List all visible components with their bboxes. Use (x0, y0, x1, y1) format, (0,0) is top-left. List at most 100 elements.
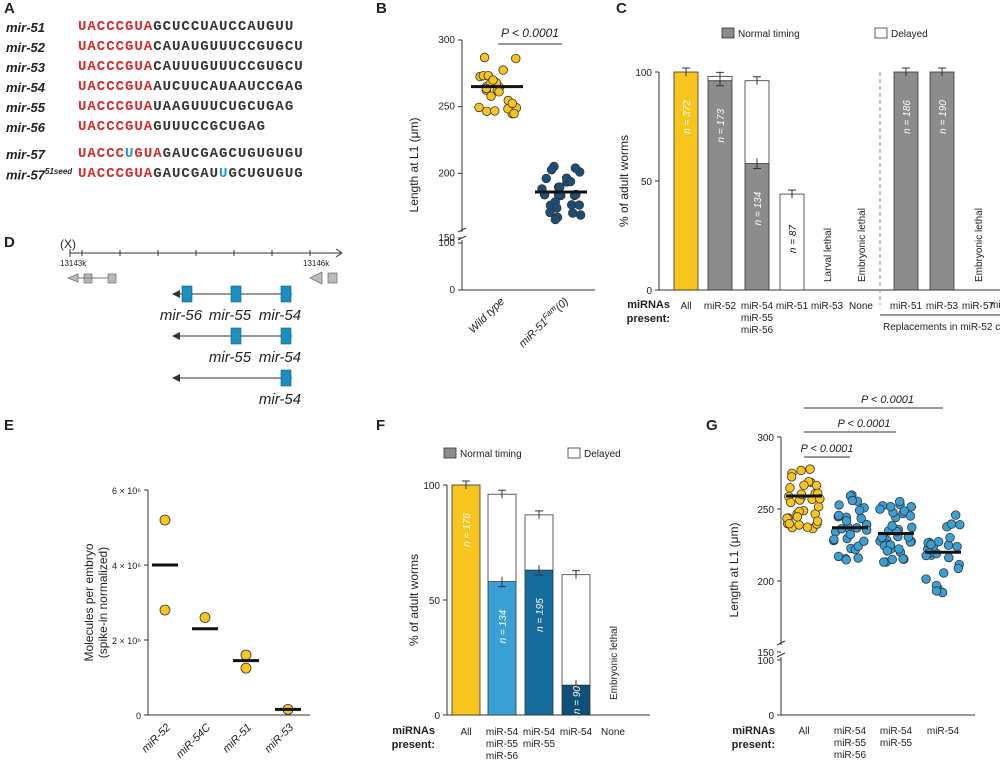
g-data-point (841, 516, 852, 526)
g-data-point (833, 551, 844, 562)
g-tick-label: 150 (757, 648, 774, 659)
sequence-tail: GAUCGAU (153, 166, 220, 182)
seed-region: UACCCGUA (78, 166, 154, 182)
e-x-label: miR-54C (174, 722, 213, 761)
g-tick-label: 250 (757, 505, 774, 516)
b-data-point (490, 106, 500, 116)
g-data-point (906, 502, 916, 512)
sequence-tail: AUCUUCAUAAUCCGAG (153, 79, 304, 95)
e-tick-label: 6 × 10⁶ (112, 486, 141, 496)
b-data-point (507, 98, 518, 109)
c-n-label: n = 87 (788, 225, 799, 254)
seed-region: UACCC (78, 146, 126, 162)
c-legend-normal: Normal timing (738, 29, 800, 40)
d-mir-label: mir-54 (259, 391, 301, 408)
g-data-point (946, 519, 957, 529)
d-construct-arrow (172, 374, 180, 382)
e-x-label: miR-51 (221, 722, 255, 756)
e-data-point (199, 612, 211, 623)
g-data-point (799, 480, 809, 491)
f-x-label: All (460, 727, 471, 738)
b-x-label-text: miR-51 (517, 316, 551, 350)
g-data-point (834, 510, 844, 521)
b-data-point (482, 106, 492, 116)
g-data-point (944, 552, 954, 563)
b-data-point (555, 182, 565, 192)
g-data-point (805, 464, 815, 474)
g-axis-break (776, 652, 786, 658)
c-x-label: miR-55 (741, 313, 774, 324)
sequence-tail: GUUUCCGCUGAG (153, 119, 267, 135)
sequence-tail: CAUUUGUUUCCGUGCU (153, 59, 304, 75)
b-y-label: Length at L1 (μm) (407, 118, 421, 213)
g-tick-label: 200 (757, 577, 774, 588)
f-bar-normal (487, 581, 517, 716)
e-y-label: (spike-in normalized) (96, 547, 110, 658)
c-replacement-label: Replacements in miR-52 c (883, 322, 1000, 333)
mutated-base: U (219, 166, 229, 182)
g-data-point (886, 501, 896, 512)
c-x-label: None (849, 301, 873, 312)
g-data-point (899, 506, 909, 516)
e-data-point (240, 649, 252, 661)
g-data-point (784, 518, 795, 529)
g-data-point (953, 563, 963, 574)
b-tick-label: 200 (438, 168, 455, 179)
b-data-point (509, 108, 519, 119)
e-tick-label: 2 × 10⁶ (112, 636, 141, 646)
sequence: UACCCUGUAGAUCGAGCUGUGUGU (78, 146, 304, 162)
g-data-point (854, 505, 865, 516)
c-y-label: % of adult worms (617, 135, 631, 227)
f-bar-delayed (561, 574, 591, 686)
f-n-label: n = 134 (498, 609, 509, 643)
panel-label-e: E (4, 417, 15, 434)
mir-name: mir-56 (6, 120, 46, 135)
mir-name: mir-57 (6, 147, 46, 162)
e-tick-label: 4 × 10⁶ (112, 561, 141, 571)
b-data-point (552, 203, 562, 213)
b-tick-label: 0 (449, 285, 455, 296)
f-bar-delayed (487, 493, 517, 583)
g-data-point (894, 544, 904, 554)
e-x-label: miR-52 (140, 722, 174, 756)
g-pvalue: P < 0.0001 (800, 443, 853, 455)
mir-name: mir-54 (6, 80, 46, 95)
g-pvalue: P < 0.0001 (837, 418, 890, 430)
sequence: UACCCGUAGCUCCUAUCCAUGUU (78, 19, 294, 35)
g-data-point (792, 512, 803, 522)
g-x-label: miR-55 (880, 738, 913, 749)
mir-name: mir-51 (6, 20, 46, 35)
d-neighbor-gene-icon (309, 271, 323, 285)
sequence-tail: CAUAUGUUUCCGUGCU (153, 39, 304, 55)
c-bar-normal (707, 80, 733, 291)
d-mir-label: mir-56 (160, 307, 203, 324)
panel-label-f: F (376, 417, 386, 434)
g-data-point (802, 522, 813, 532)
b-tick-label: 100 (438, 238, 455, 249)
sequence: UACCCGUAUAAGUUUCUGCUGAG (78, 99, 294, 115)
g-x-label: miR-54 (834, 726, 867, 737)
g-data-point (785, 483, 795, 493)
e-data-point (240, 662, 252, 674)
d-mir-exon (280, 285, 292, 303)
c-tick-label: 100 (635, 68, 652, 79)
c-n-label: n = 372 (682, 100, 693, 134)
c-bar-normal (673, 71, 699, 291)
g-row-label: miRNAs (732, 725, 775, 737)
b-data-point (486, 91, 496, 101)
b-data-point (474, 102, 484, 113)
b-x-label-text: Wild type (467, 296, 507, 336)
d-coord-left: 13143k (60, 259, 87, 268)
g-data-point (813, 502, 824, 512)
g-axis-break (776, 640, 786, 646)
b-data-point (550, 214, 561, 225)
g-x-label: miR-54 (927, 726, 960, 737)
g-data-point (829, 534, 839, 545)
mir-name: mir-52 (6, 40, 46, 55)
panel-label-d: D (4, 234, 15, 251)
sequence: UACCCGUAGAUCGAUUGCUGUGUG (78, 166, 304, 182)
sequence-tail: UAAGUUUCUGCUGAG (153, 99, 295, 115)
sequence: UACCCGUACAUAUGUUUCCGUGCU (78, 39, 304, 55)
g-data-point (907, 522, 917, 533)
c-x-label: miR-53 (926, 301, 959, 312)
